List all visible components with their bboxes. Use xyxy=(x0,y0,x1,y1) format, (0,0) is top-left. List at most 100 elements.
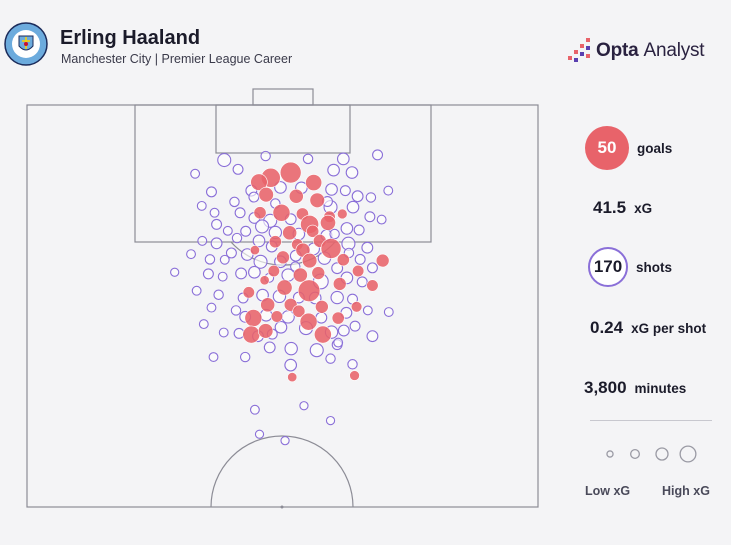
shots-bubble: 170 xyxy=(588,247,628,287)
shot-point xyxy=(234,207,246,219)
centre-spot xyxy=(280,505,284,509)
goal-point xyxy=(270,310,283,323)
goals-value: 50 xyxy=(597,138,617,157)
goal-point xyxy=(297,279,321,302)
goal-point xyxy=(299,312,318,331)
shots-value: 170 xyxy=(593,257,623,276)
goal-point xyxy=(292,267,308,283)
goal-point xyxy=(250,173,268,191)
legend-divider xyxy=(590,420,712,421)
shot-point xyxy=(362,305,373,316)
shot-point xyxy=(354,253,366,265)
shot-point xyxy=(213,289,224,300)
goal-point xyxy=(267,264,280,278)
shot-point xyxy=(340,222,354,235)
xg-value: 41.5 xyxy=(593,198,627,217)
goal-point xyxy=(272,203,291,222)
goals-layer xyxy=(242,161,390,383)
shot-point xyxy=(225,247,237,259)
shot-point xyxy=(325,183,338,196)
shot-point xyxy=(284,341,298,356)
shot-point xyxy=(349,320,361,332)
shot-point xyxy=(356,276,368,288)
goal-point xyxy=(366,279,379,292)
shots-layer xyxy=(170,149,394,446)
shot-point xyxy=(366,330,379,343)
shot-point xyxy=(325,415,336,426)
xg-label: xG xyxy=(634,200,653,216)
shot-point xyxy=(229,196,240,208)
shot-point xyxy=(196,200,207,211)
shot-point xyxy=(209,207,220,218)
chart-subtitle: Manchester City | Premier League Career xyxy=(61,52,293,66)
shot-point xyxy=(361,241,374,254)
opta-logo-icon xyxy=(568,38,590,62)
shot-point xyxy=(197,235,208,246)
shot-point xyxy=(252,234,266,248)
shot-point xyxy=(299,401,309,411)
shot-point xyxy=(366,262,378,274)
centre-circle xyxy=(210,435,354,508)
goal-point xyxy=(253,206,267,220)
goal-point xyxy=(249,245,260,256)
goal-point xyxy=(244,309,263,327)
shot-point xyxy=(353,224,365,236)
shot-point xyxy=(337,324,350,337)
shot-point xyxy=(198,319,209,330)
stat-xg: 41.5 xG xyxy=(593,198,652,218)
goal-point xyxy=(305,174,323,192)
shot-point xyxy=(217,271,228,282)
shot-point xyxy=(315,311,328,324)
goal-point xyxy=(257,323,274,339)
shot-point xyxy=(204,254,216,265)
shot-point xyxy=(191,285,202,296)
goal-point xyxy=(313,325,332,344)
goal-point xyxy=(350,301,363,313)
goal-point xyxy=(336,253,350,267)
shot-point xyxy=(218,327,229,338)
shot-point xyxy=(333,337,344,348)
shot-point xyxy=(255,219,270,234)
shot-point xyxy=(232,163,244,175)
shot-point xyxy=(230,305,242,316)
legend-high-label: High xG xyxy=(662,484,710,498)
shot-point xyxy=(364,211,376,223)
minutes-value: 3,800 xyxy=(584,378,627,397)
shot-point xyxy=(253,254,268,269)
goal-point xyxy=(259,275,270,286)
goal-point xyxy=(352,264,365,278)
goals-bubble: 50 xyxy=(585,126,629,170)
shot-point xyxy=(231,232,243,244)
xg-per-shot-value: 0.24 xyxy=(590,318,624,337)
goal-point xyxy=(282,225,298,241)
six-yard-box xyxy=(215,104,351,154)
shot-point xyxy=(249,404,260,415)
shot-point xyxy=(284,358,298,372)
shot-point xyxy=(211,218,223,230)
goal-point xyxy=(287,372,298,383)
brand-name-light: Analyst xyxy=(643,40,705,61)
goal-point xyxy=(315,300,329,314)
shot-point xyxy=(347,359,358,370)
shot-point xyxy=(263,341,276,354)
shot-point xyxy=(219,254,230,265)
shot-point xyxy=(372,149,384,161)
stat-goals: 50 goals xyxy=(585,126,672,170)
shot-point xyxy=(274,320,288,334)
shot-point xyxy=(217,153,232,168)
xg-per-shot-label: xG per shot xyxy=(631,320,707,336)
stat-minutes: 3,800 minutes xyxy=(584,378,686,398)
goal-point xyxy=(311,266,326,280)
shot-point xyxy=(351,190,364,203)
goal-point xyxy=(332,277,347,291)
shot-point xyxy=(210,237,223,250)
shot-point xyxy=(383,185,394,196)
shot-point xyxy=(235,267,248,280)
shot-point xyxy=(383,307,394,317)
goal-point xyxy=(288,188,304,204)
shot-point xyxy=(280,436,290,446)
shot-point xyxy=(365,192,377,203)
goal-point xyxy=(375,253,390,268)
